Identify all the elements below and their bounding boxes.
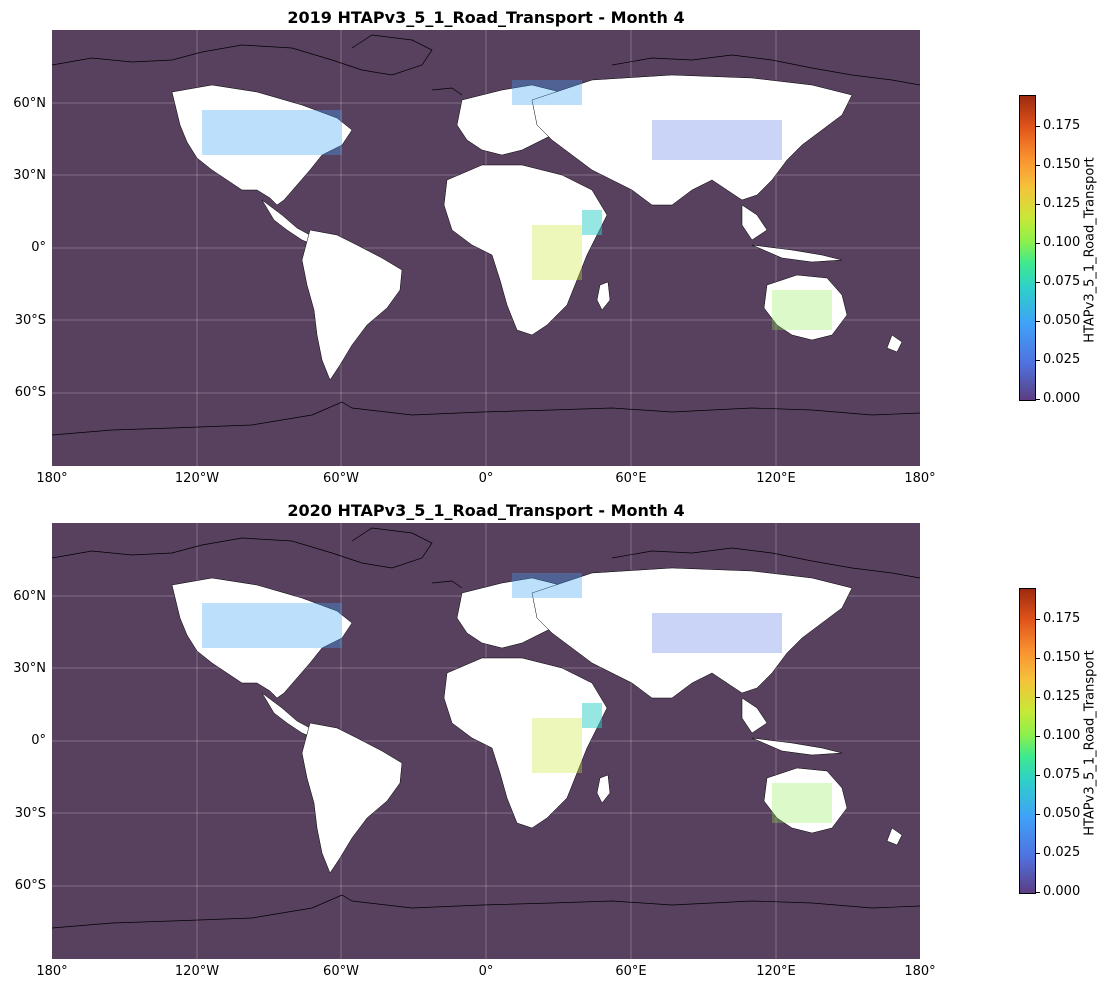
lon-label-60w: 60°W — [323, 964, 359, 979]
colorbar-tick — [1035, 775, 1040, 777]
colorbar-tick-label: 0.125 — [1043, 196, 1081, 212]
map-panel-2020: 2020 HTAPv3_5_1_Road_Transport - Month 4… — [0, 493, 1113, 983]
lon-label-60w: 60°W — [323, 471, 359, 486]
colorbar-tick — [1035, 360, 1040, 362]
colorbar-tick — [1035, 697, 1040, 699]
colorbar-tick — [1035, 282, 1040, 284]
lon-label-60e: 60°E — [615, 471, 647, 486]
lat-label-60n: 60°N — [13, 589, 46, 604]
lat-label-30n: 30°N — [13, 168, 46, 183]
colorbar-tick-label: 0.125 — [1043, 689, 1081, 705]
colorbar-tick-label: 0.150 — [1043, 650, 1081, 666]
lon-label-180w: 180° — [36, 964, 68, 979]
colorbar-tick — [1035, 736, 1040, 738]
lon-label-0: 0° — [478, 471, 494, 486]
colorbar-tick-label: 0.025 — [1043, 845, 1081, 861]
lat-label-30n: 30°N — [13, 661, 46, 676]
colorbar — [1019, 588, 1036, 894]
lat-label-60n: 60°N — [13, 96, 46, 111]
lon-label-60e: 60°E — [615, 964, 647, 979]
colorbar-tick-label: 0.025 — [1043, 352, 1081, 368]
colorbar-tick — [1035, 243, 1040, 245]
colorbar-tick — [1035, 321, 1040, 323]
lon-label-120e: 120°E — [756, 964, 796, 979]
lat-label-0: 0° — [31, 240, 46, 255]
panel-title: 2019 HTAPv3_5_1_Road_Transport - Month 4 — [287, 8, 685, 27]
colorbar — [1019, 95, 1036, 401]
lon-label-180e: 180° — [904, 471, 936, 486]
lat-label-30s: 30°S — [14, 313, 46, 328]
colorbar-tick-label: 0.175 — [1043, 611, 1081, 627]
colorbar-tick — [1035, 853, 1040, 855]
lon-label-120e: 120°E — [756, 471, 796, 486]
lat-label-30s: 30°S — [14, 806, 46, 821]
panel-title: 2020 HTAPv3_5_1_Road_Transport - Month 4 — [287, 501, 685, 520]
lon-label-180w: 180° — [36, 471, 68, 486]
world-map-2019 — [51, 29, 921, 467]
lat-label-60s: 60°S — [14, 878, 46, 893]
colorbar-label: HTAPv3_5_1_Road_Transport — [1082, 157, 1098, 343]
colorbar-tick-label: 0.150 — [1043, 157, 1081, 173]
colorbar-tick — [1035, 892, 1040, 893]
colorbar-tick — [1035, 165, 1040, 167]
lat-label-60s: 60°S — [14, 385, 46, 400]
colorbar-tick — [1035, 619, 1040, 621]
colorbar-tick-label: 0.000 — [1043, 884, 1081, 899]
colorbar-tick-label: 0.000 — [1043, 391, 1081, 406]
colorbar-tick — [1035, 658, 1040, 660]
colorbar-tick-label: 0.075 — [1043, 274, 1081, 290]
colorbar-tick-label: 0.050 — [1043, 806, 1081, 822]
lon-label-180e: 180° — [904, 964, 936, 979]
lon-label-120w: 120°W — [174, 471, 220, 486]
colorbar-tick-label: 0.175 — [1043, 118, 1081, 134]
colorbar-tick — [1035, 399, 1040, 400]
colorbar-tick-label: 0.100 — [1043, 235, 1081, 251]
colorbar-tick — [1035, 126, 1040, 128]
lon-label-120w: 120°W — [174, 964, 220, 979]
colorbar-tick-label: 0.050 — [1043, 313, 1081, 329]
lat-label-0: 0° — [31, 733, 46, 748]
colorbar-tick — [1035, 204, 1040, 206]
colorbar-tick — [1035, 814, 1040, 816]
colorbar-tick-label: 0.075 — [1043, 767, 1081, 783]
map-panel-2019: 2019 HTAPv3_5_1_Road_Transport - Month 4… — [0, 0, 1113, 490]
lon-label-0: 0° — [478, 964, 494, 979]
colorbar-label: HTAPv3_5_1_Road_Transport — [1082, 650, 1098, 836]
colorbar-tick-label: 0.100 — [1043, 728, 1081, 744]
world-map-2020 — [51, 522, 921, 960]
